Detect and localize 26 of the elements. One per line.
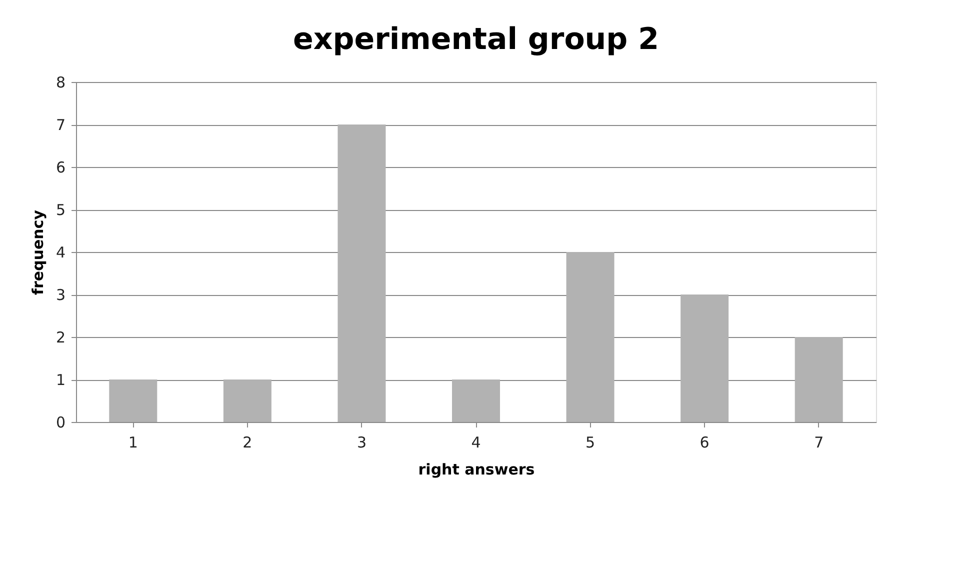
bar xyxy=(794,337,843,422)
x-tick-label: 2 xyxy=(242,434,252,452)
bar xyxy=(452,380,500,422)
x-tick-label: 6 xyxy=(700,434,710,452)
y-tick-label: 4 xyxy=(56,244,66,262)
x-tick-label: 5 xyxy=(586,434,596,452)
bar xyxy=(680,294,729,422)
x-tick-label: 3 xyxy=(356,434,366,452)
chart-title: experimental group 2 xyxy=(293,22,659,57)
y-tick-label: 1 xyxy=(56,371,66,389)
bar xyxy=(338,124,386,422)
y-tick-label: 0 xyxy=(56,414,66,432)
bar xyxy=(223,380,272,422)
y-tick-label: 3 xyxy=(56,286,66,304)
y-tick-label: 7 xyxy=(56,116,66,134)
y-tick-label: 2 xyxy=(56,328,66,346)
y-tick-label: 5 xyxy=(56,201,66,219)
x-tick-label: 4 xyxy=(471,434,481,452)
y-axis-title: frequency xyxy=(28,210,47,296)
x-axis-title: right answers xyxy=(418,460,535,478)
x-tick-label: 1 xyxy=(128,434,138,452)
x-tick-label: 7 xyxy=(814,434,824,452)
bar xyxy=(109,380,158,422)
y-tick-label: 8 xyxy=(56,74,66,92)
bar xyxy=(566,252,614,422)
y-tick-label: 6 xyxy=(56,158,66,176)
